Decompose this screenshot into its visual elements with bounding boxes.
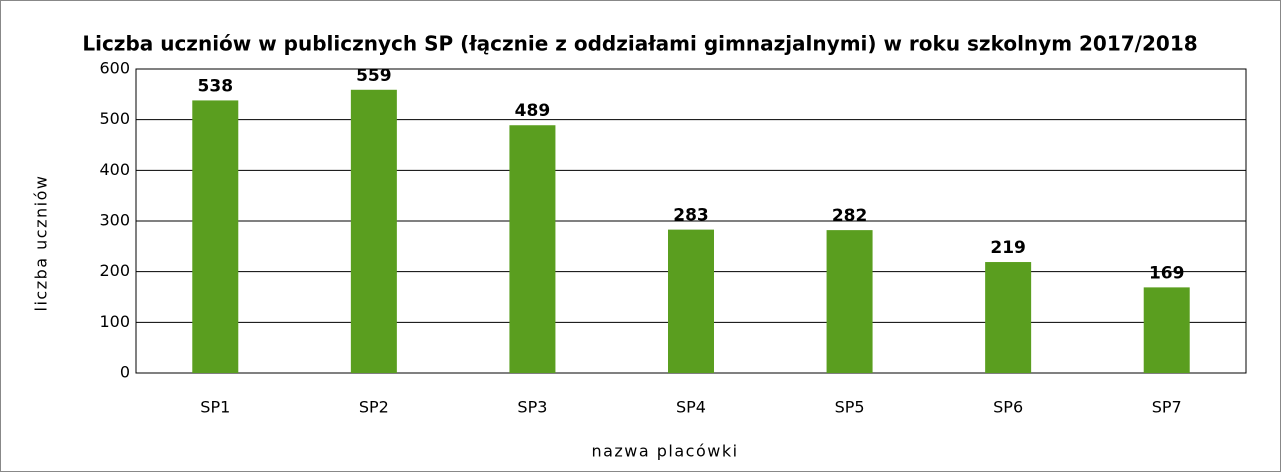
value-label: 282 (832, 206, 868, 226)
x-tick-label: SP2 (359, 398, 389, 417)
x-tick-label: SP3 (517, 398, 547, 417)
bar (1143, 287, 1190, 373)
bar (192, 100, 239, 373)
chart-title: Liczba uczniów w publicznych SP (łącznie… (82, 32, 1197, 56)
x-tick-label: SP6 (993, 398, 1023, 417)
x-tick-label: SP1 (200, 398, 230, 417)
value-label: 219 (990, 238, 1026, 258)
y-tick-label: 600 (99, 59, 130, 78)
bar (826, 230, 873, 373)
y-tick-label: 200 (99, 261, 130, 280)
y-tick-label: 300 (99, 211, 130, 230)
bar (350, 89, 397, 374)
x-axis-label: nazwa placówki (591, 442, 738, 461)
value-label: 559 (356, 66, 392, 86)
value-label: 538 (198, 76, 234, 96)
y-tick-label: 0 (120, 363, 130, 382)
value-label: 283 (673, 206, 709, 226)
y-tick-label: 500 (99, 109, 130, 128)
value-label: 489 (515, 101, 551, 121)
bar (985, 262, 1032, 373)
y-tick-label: 400 (99, 160, 130, 179)
x-tick-label: SP5 (835, 398, 865, 417)
x-tick-label: SP7 (1152, 398, 1182, 417)
x-tick-label: SP4 (676, 398, 706, 417)
bar (509, 125, 556, 374)
y-tick-label: 100 (99, 312, 130, 331)
bar (668, 229, 714, 373)
y-axis-label: liczba uczniów (32, 175, 51, 312)
value-label: 169 (1149, 263, 1185, 283)
